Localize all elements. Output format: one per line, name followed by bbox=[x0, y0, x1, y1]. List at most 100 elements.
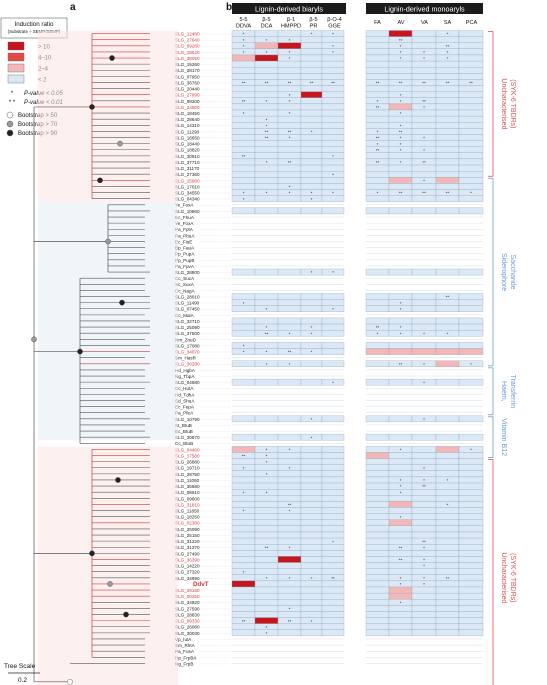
row-label: Cc_SucA bbox=[175, 276, 195, 281]
heatmap-cell bbox=[435, 537, 460, 545]
heatmap-cell bbox=[254, 519, 279, 526]
heatmap-cell bbox=[435, 495, 460, 502]
pvalue-mark: * bbox=[289, 111, 291, 116]
bootstrap-node bbox=[119, 299, 125, 306]
bootstrap-node bbox=[115, 477, 121, 483]
pvalue-mark: * bbox=[400, 44, 402, 49]
pvalue-mark: * bbox=[311, 32, 313, 37]
heatmap-cell bbox=[411, 36, 437, 43]
column-header: VA bbox=[421, 20, 428, 26]
row-label: DdvT bbox=[193, 581, 209, 588]
bootstrap-node bbox=[67, 678, 73, 685]
row-label: Cc_HutA bbox=[175, 386, 194, 391]
row-label: Bp_FauA bbox=[175, 246, 195, 251]
pvalue-mark: * bbox=[470, 448, 472, 453]
row-label: SLG_34920 bbox=[175, 600, 200, 605]
heatmap-cell bbox=[300, 476, 323, 484]
heatmap-cell bbox=[365, 544, 390, 551]
heatmap-cell bbox=[277, 513, 302, 520]
heatmap-cell bbox=[254, 54, 279, 62]
pvalue-mark: * bbox=[400, 484, 402, 489]
heatmap-cell bbox=[231, 605, 256, 612]
heatmap-cell bbox=[458, 482, 484, 490]
heatmap-cell bbox=[458, 128, 484, 135]
heatmap-cell bbox=[277, 580, 302, 588]
heatmap-cell bbox=[231, 177, 256, 184]
row-label: SLG_37500 bbox=[175, 331, 200, 336]
heatmap-cell bbox=[411, 586, 437, 594]
heatmap-cell bbox=[458, 562, 484, 569]
heatmap-cell bbox=[388, 85, 413, 92]
heatmap-cell bbox=[277, 60, 302, 68]
heatmap-cell bbox=[411, 433, 437, 441]
heatmap-cell bbox=[321, 140, 345, 147]
heatmap-cell bbox=[458, 568, 484, 575]
heatmap-cell bbox=[231, 268, 256, 276]
heatmap-cell bbox=[254, 550, 279, 557]
pvalue-mark: * bbox=[266, 350, 268, 355]
pvalue-mark: * bbox=[266, 307, 268, 312]
heatmap-cell bbox=[231, 91, 256, 98]
row-label: SLG_07950 bbox=[175, 74, 200, 79]
heatmap-cell bbox=[321, 73, 345, 80]
heatmap-cell bbox=[365, 177, 390, 184]
heatmap-cell bbox=[411, 617, 437, 624]
pvalue-mark: * bbox=[289, 576, 291, 581]
heatmap-cell bbox=[365, 48, 390, 56]
row-label: Xc_SuxA bbox=[175, 282, 195, 287]
heatmap-cell bbox=[300, 360, 323, 367]
heatmap-cell bbox=[231, 317, 256, 325]
heatmap-cell bbox=[365, 617, 390, 624]
row-label: SLG_35680 bbox=[175, 484, 200, 489]
heatmap-cell bbox=[365, 470, 390, 478]
heatmap-cell bbox=[388, 195, 413, 202]
heatmap-cell bbox=[321, 605, 345, 612]
heatmap-cell bbox=[300, 501, 323, 508]
heatmap-cell bbox=[300, 550, 323, 557]
heatmap-cell bbox=[365, 109, 390, 117]
heatmap-cell bbox=[411, 629, 437, 637]
heatmap-cell bbox=[411, 623, 437, 630]
heatmap-cell bbox=[277, 293, 302, 300]
heatmap-cell bbox=[388, 629, 413, 637]
heatmap-cell bbox=[435, 617, 460, 624]
row-label: SLG_09600 bbox=[175, 496, 200, 501]
heatmap-cell bbox=[254, 293, 279, 300]
heatmap-cell bbox=[321, 507, 345, 514]
row-label: SLG_28830 bbox=[175, 612, 200, 617]
row-label: Hd_HgbA bbox=[175, 368, 196, 373]
heatmap-cell bbox=[458, 556, 484, 563]
heatmap-cell bbox=[458, 97, 484, 105]
pvalue-mark: * bbox=[400, 448, 402, 453]
heatmap-cell bbox=[458, 537, 484, 545]
heatmap-cell bbox=[435, 122, 460, 129]
heatmap-cell bbox=[300, 470, 323, 478]
heatmap-cell bbox=[321, 556, 345, 563]
bootstrap-node bbox=[123, 611, 129, 618]
heatmap-cell bbox=[411, 60, 437, 68]
row-label: SLG_31220 bbox=[175, 539, 200, 544]
heatmap-cell bbox=[277, 30, 302, 37]
heatmap-cell bbox=[300, 458, 323, 465]
heatmap-cell bbox=[300, 605, 323, 612]
heatmap-cell bbox=[321, 562, 345, 569]
pvalue-mark: * bbox=[266, 123, 268, 128]
heatmap-cell bbox=[254, 109, 279, 117]
pvalue-mark: * bbox=[289, 56, 291, 61]
pvalue-mark: ** bbox=[422, 99, 426, 104]
heatmap-cell bbox=[388, 592, 413, 600]
pvalue-mark: ** bbox=[446, 295, 450, 300]
heatmap-cell bbox=[435, 452, 460, 459]
heatmap-cell bbox=[435, 128, 460, 135]
heatmap-cell bbox=[231, 586, 256, 594]
heatmap-cell bbox=[300, 36, 323, 43]
pvalue-mark: * bbox=[311, 325, 313, 330]
heatmap-cell bbox=[435, 152, 460, 160]
heatmap-cell bbox=[411, 305, 437, 312]
row-label: SLG_28010 bbox=[175, 294, 200, 299]
heatmap-cell bbox=[435, 305, 460, 312]
heatmap-cell bbox=[458, 586, 484, 594]
row-label: SLG_04580 bbox=[175, 380, 200, 385]
heatmap-cell bbox=[388, 562, 413, 569]
heatmap-cell bbox=[321, 617, 345, 624]
